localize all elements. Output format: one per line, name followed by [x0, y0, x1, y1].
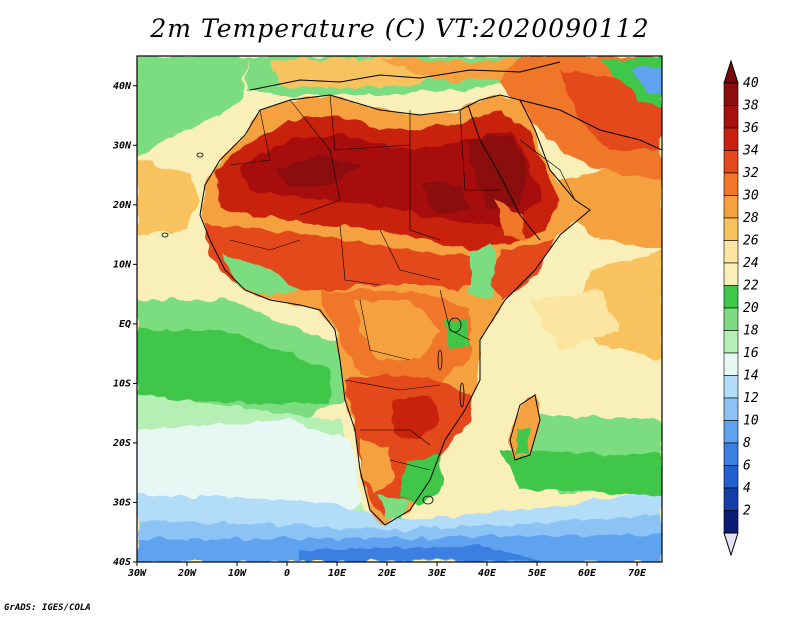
- coastlines: [199, 61, 662, 526]
- colorbar-label: 10: [743, 414, 759, 429]
- colorbar-swatch: [723, 217, 739, 241]
- ocean-bands: [137, 56, 662, 562]
- lon-tick-label: 10E: [328, 568, 347, 579]
- lat-tick-label: 10N: [113, 259, 132, 270]
- land-temperature: [200, 56, 662, 525]
- colorbar-label: 24: [743, 256, 759, 271]
- lon-tick-label: 20E: [377, 568, 397, 579]
- colorbar-swatch: [723, 262, 739, 286]
- colorbar-swatch: [723, 127, 739, 151]
- colorbar-label: 30: [742, 189, 759, 204]
- lat-tick-label: 40N: [113, 81, 132, 92]
- colorbar-swatch: [723, 172, 739, 196]
- longitude-axis: 30W 20W 10W 0 10E 20E 30E 40E 50E 60E 70E: [127, 562, 647, 579]
- temperature-field: [137, 56, 662, 562]
- colorbar-swatch: [723, 397, 739, 421]
- colorbar-label: 28: [743, 211, 759, 226]
- lat-tick-label: 20S: [112, 438, 131, 449]
- lat-tick-label: EQ: [119, 319, 131, 330]
- lon-tick-label: 30W: [127, 568, 147, 579]
- colorbar-label: 18: [743, 324, 759, 339]
- lon-tick-label: 30E: [427, 568, 447, 579]
- colorbar-swatch: [723, 285, 739, 309]
- colorbar-swatch: [723, 352, 739, 376]
- colorbar-swatch: [723, 330, 739, 354]
- footer-credit: GrADS: IGES/COLA: [4, 603, 91, 613]
- colorbar-label: 16: [743, 346, 759, 361]
- colorbar-label: 22: [743, 279, 759, 294]
- colorbar-label: 20: [743, 301, 759, 316]
- colorbar-swatch: [723, 465, 739, 489]
- colorbar-label: 38: [742, 99, 759, 114]
- lat-tick-label: 30N: [112, 140, 132, 151]
- colorbar-label: 40: [743, 76, 759, 91]
- colorbar-label: 8: [743, 436, 751, 451]
- country-borders: [229, 94, 576, 471]
- colorbar-label: 36: [742, 121, 759, 136]
- colorbar: 40 38 36 34 32 30 28 26 24 22 20 18 16 14 12 10 8 6 4 2: [723, 59, 759, 557]
- chart-title: 2m Temperature (C) VT:2020090112: [150, 14, 650, 43]
- lat-tick-label: 40S: [113, 557, 131, 568]
- colorbar-swatch: [723, 510, 739, 534]
- lon-tick-label: 60E: [578, 568, 597, 579]
- colorbar-label: 26: [743, 234, 759, 249]
- lon-tick-label: 40E: [478, 568, 497, 579]
- colorbar-swatch: [723, 307, 739, 331]
- lon-tick-label: 70E: [628, 568, 647, 579]
- lat-tick-label: 20N: [112, 200, 132, 211]
- colorbar-swatch: [723, 375, 739, 399]
- colorbar-swatch: [723, 82, 739, 106]
- colorbar-label: 4: [743, 481, 751, 496]
- colorbar-swatch: [723, 442, 739, 466]
- colorbar-swatch: [723, 240, 739, 264]
- lon-tick-label: 50E: [528, 568, 547, 579]
- colorbar-label: 32: [742, 166, 759, 181]
- lon-tick-label: 10W: [228, 568, 247, 579]
- colorbar-swatch: [723, 195, 739, 219]
- colorbar-label: 14: [743, 369, 759, 384]
- colorbar-label: 34: [742, 144, 759, 159]
- colorbar-label: 6: [743, 459, 751, 474]
- plot-frame: [136, 55, 663, 563]
- colorbar-swatch: [723, 150, 739, 174]
- colorbar-label: 2: [743, 504, 751, 519]
- colorbar-swatch: [723, 105, 739, 129]
- lakes: [161, 152, 465, 505]
- lon-tick-label: 20W: [177, 568, 197, 579]
- colorbar-bottom-triangle: [723, 532, 739, 557]
- colorbar-swatch: [723, 487, 739, 511]
- lat-tick-label: 10S: [113, 378, 131, 389]
- lon-tick-label: 0: [284, 568, 290, 579]
- colorbar-label: 12: [743, 391, 759, 406]
- latitude-axis: 40N 30N 20N 10N EQ 10S 20S 30S 40S: [112, 81, 137, 568]
- lat-tick-label: 30S: [112, 497, 131, 508]
- colorbar-top-triangle: [723, 59, 739, 84]
- colorbar-swatch: [723, 420, 739, 444]
